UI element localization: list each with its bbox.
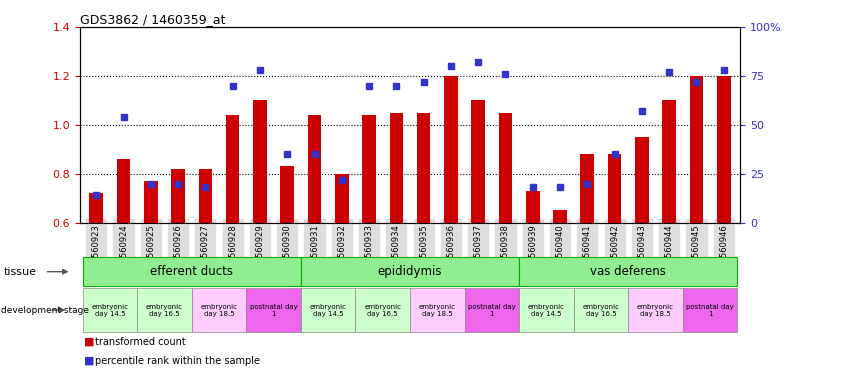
Bar — [526, 191, 540, 223]
Text: embryonic
day 18.5: embryonic day 18.5 — [637, 304, 674, 316]
Bar — [280, 166, 294, 223]
Bar — [635, 137, 648, 223]
Text: tissue: tissue — [4, 266, 37, 277]
Text: efferent ducts: efferent ducts — [151, 265, 233, 278]
Bar — [308, 115, 321, 223]
Bar — [144, 181, 157, 223]
Text: embryonic
day 16.5: embryonic day 16.5 — [146, 304, 183, 316]
Bar — [253, 100, 267, 223]
Bar — [198, 169, 212, 223]
Text: embryonic
day 14.5: embryonic day 14.5 — [528, 304, 565, 316]
Bar — [444, 76, 458, 223]
Text: embryonic
day 14.5: embryonic day 14.5 — [309, 304, 346, 316]
Text: epididymis: epididymis — [378, 265, 442, 278]
Bar — [172, 169, 185, 223]
Bar — [663, 100, 676, 223]
Text: embryonic
day 18.5: embryonic day 18.5 — [419, 304, 456, 316]
Text: development stage: development stage — [1, 306, 89, 314]
Text: embryonic
day 16.5: embryonic day 16.5 — [583, 304, 620, 316]
Text: embryonic
day 14.5: embryonic day 14.5 — [92, 304, 129, 316]
Bar — [117, 159, 130, 223]
Text: ■: ■ — [84, 356, 94, 366]
Bar — [471, 100, 485, 223]
Text: GDS3862 / 1460359_at: GDS3862 / 1460359_at — [80, 13, 225, 26]
Bar — [226, 115, 240, 223]
Text: postnatal day
1: postnatal day 1 — [468, 304, 516, 316]
Bar — [417, 113, 431, 223]
Text: embryonic
day 18.5: embryonic day 18.5 — [200, 304, 237, 316]
Text: postnatal day
1: postnatal day 1 — [686, 304, 734, 316]
Bar — [553, 210, 567, 223]
Text: postnatal day
1: postnatal day 1 — [250, 304, 298, 316]
Text: vas deferens: vas deferens — [590, 265, 666, 278]
Text: embryonic
day 16.5: embryonic day 16.5 — [364, 304, 401, 316]
Bar — [717, 76, 731, 223]
Text: ■: ■ — [84, 337, 94, 347]
Bar — [580, 154, 594, 223]
Text: transformed count: transformed count — [95, 337, 186, 347]
Bar — [362, 115, 376, 223]
Text: percentile rank within the sample: percentile rank within the sample — [95, 356, 260, 366]
Bar — [608, 154, 621, 223]
Bar — [389, 113, 403, 223]
Bar — [89, 194, 103, 223]
Bar — [690, 76, 703, 223]
Bar — [335, 174, 349, 223]
Bar — [499, 113, 512, 223]
